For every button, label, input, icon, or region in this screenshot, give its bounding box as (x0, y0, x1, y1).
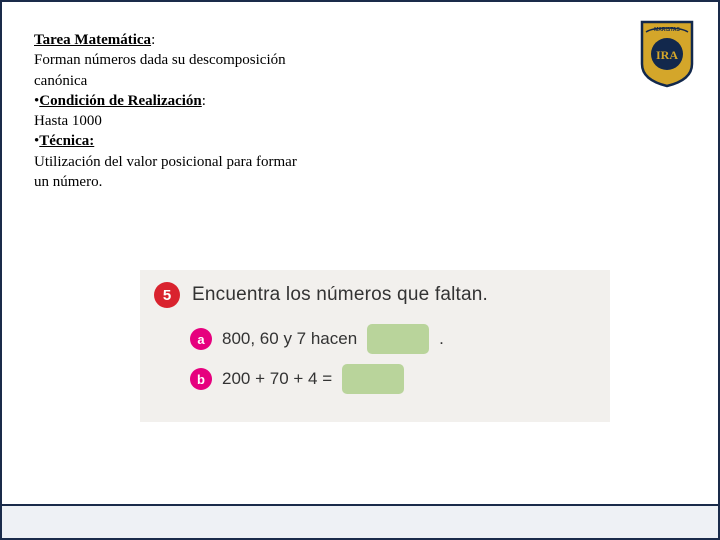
task-desc-line2: canónica (34, 71, 414, 91)
item-text-before: 200 + 70 + 4 = (222, 369, 332, 389)
item-letter-badge: b (190, 368, 212, 390)
exercise-number-badge: 5 (154, 282, 180, 308)
answer-blank[interactable] (342, 364, 404, 394)
condition-line: •Condición de Realización: (34, 91, 414, 111)
condition-heading: Condición de Realización (39, 93, 202, 109)
condition-colon: : (202, 93, 206, 109)
exercise-title-row: 5 Encuentra los números que faltan. (154, 282, 596, 308)
exercise-item: b 200 + 70 + 4 = (190, 364, 596, 394)
task-desc-line1: Forman números dada su descomposición (34, 50, 414, 70)
task-heading: Tarea Matemática (34, 32, 151, 48)
logo-initials: IRA (656, 48, 678, 62)
technique-heading: Técnica: (39, 133, 94, 149)
task-text-block: Tarea Matemática: Forman números dada su… (34, 30, 414, 192)
condition-value: Hasta 1000 (34, 111, 414, 131)
item-letter-badge: a (190, 328, 212, 350)
answer-blank[interactable] (367, 324, 429, 354)
exercise-item: a 800, 60 y 7 hacen . (190, 324, 596, 354)
item-text-after: . (439, 329, 444, 349)
technique-desc-line1: Utilización del valor posicional para fo… (34, 152, 414, 172)
exercise-title-text: Encuentra los números que faltan. (192, 284, 488, 306)
technique-line: •Técnica: (34, 131, 414, 151)
item-text-before: 800, 60 y 7 hacen (222, 329, 357, 349)
task-heading-colon: : (151, 32, 155, 48)
slide-frame: Tarea Matemática: Forman números dada su… (0, 0, 720, 540)
logo-top-text: MARISTAS (654, 27, 680, 33)
technique-desc-line2: un número. (34, 172, 414, 192)
exercise-block: 5 Encuentra los números que faltan. a 80… (140, 270, 610, 422)
footer-bar (2, 504, 718, 538)
school-logo: MARISTAS IRA (638, 18, 696, 88)
task-heading-line: Tarea Matemática: (34, 30, 414, 50)
